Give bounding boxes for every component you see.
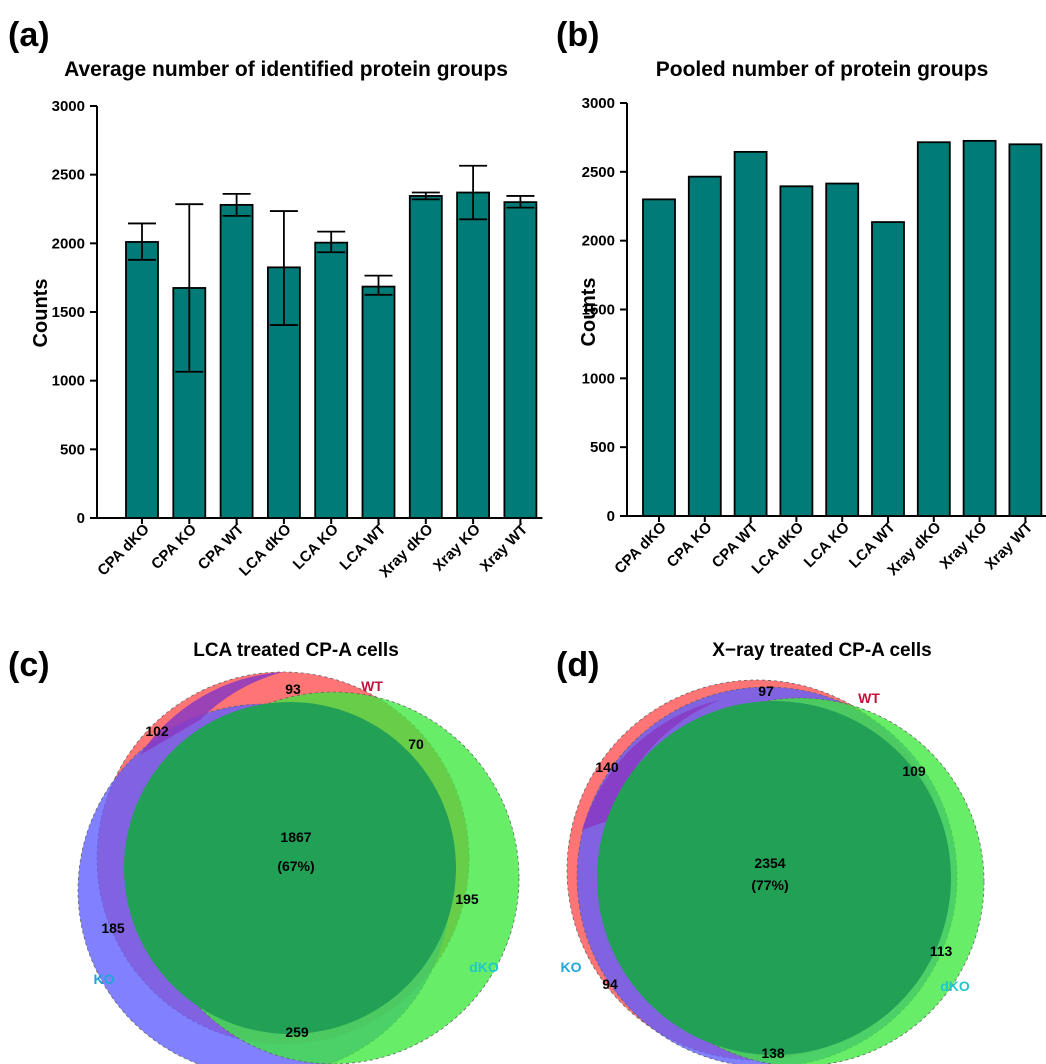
chart-b-title: Pooled number of protein groups — [656, 58, 989, 81]
chart-a-y-tick-label: 2000 — [52, 235, 85, 252]
chart-a-bar — [503, 201, 538, 519]
chart-b-y-axis-label: Counts — [578, 278, 600, 347]
chart-b-bar — [733, 150, 768, 517]
venn-c-wt-only: 93 — [285, 681, 301, 697]
venn-c-all-pct: (67%) — [277, 858, 314, 874]
chart-b-y-tick-label: 500 — [590, 439, 615, 456]
chart-a-y-tick-label: 0 — [77, 510, 85, 527]
venn-c-wt-label: WT — [361, 678, 383, 694]
chart-b-y-tick-label: 3000 — [582, 95, 615, 112]
chart-b-x-tick-label: LCA KO — [801, 519, 854, 572]
chart-b-bar — [1008, 143, 1043, 517]
chart-b-x-tick-label: CPA KO — [664, 519, 716, 571]
venn-c-dko-only: 195 — [455, 891, 479, 907]
chart-a-x-tick-label: Xray WT — [477, 521, 531, 575]
venn-d-ko-label: KO — [561, 959, 582, 975]
venn-c-ko-label: KO — [94, 971, 115, 987]
chart-a-x-tick-label: LCA dKO — [236, 521, 295, 580]
venn-d-dko-label: dKO — [940, 978, 970, 994]
chart-a-bar — [172, 287, 207, 519]
venn-d-wt-label: WT — [858, 690, 880, 706]
chart-b-bar — [825, 182, 860, 517]
chart-a: Average number of identified protein gro… — [30, 58, 543, 581]
venn-d-ko-dko: 138 — [761, 1045, 785, 1061]
chart-a-title: Average number of identified protein gro… — [64, 58, 508, 81]
venn-d-wt-dko: 109 — [902, 763, 926, 779]
chart-b-bar — [642, 198, 676, 517]
venn-c-title: LCA treated CP-A cells — [193, 640, 399, 661]
chart-b-bar — [779, 185, 814, 517]
chart-a-x-tick-label: CPA KO — [148, 521, 200, 573]
chart-b-y-tick-label: 1500 — [582, 302, 615, 319]
chart-b-bar — [687, 175, 722, 517]
chart-b-bar — [916, 141, 951, 517]
venn-c-all: 1867 — [280, 829, 311, 845]
chart-b-x-tick-label: Xray WT — [982, 519, 1036, 573]
venn-c-wt-ko: 102 — [145, 723, 169, 739]
venn-d-title: X−ray treated CP-A cells — [712, 640, 931, 661]
chart-b-y-tick-label: 2000 — [582, 233, 615, 250]
chart-a-y-tick-label: 1000 — [52, 373, 85, 390]
venn-d-wt-only: 97 — [758, 683, 774, 699]
chart-a-x-tick-label: LCA KO — [290, 521, 343, 574]
chart-b-y-tick-label: 2500 — [582, 164, 615, 181]
chart-a-bar — [456, 191, 491, 519]
chart-b-x-tick-label: Xray KO — [937, 519, 991, 573]
chart-b-y-tick-label: 1000 — [582, 370, 615, 387]
chart-b-bar — [871, 221, 905, 517]
venn-c-wt-dko: 70 — [408, 736, 424, 752]
chart-a-bar — [361, 285, 396, 519]
chart-a-bar — [219, 203, 254, 519]
venn-d: X−ray treated CP-A cells 97 140 109 2354… — [561, 640, 985, 1064]
chart-a-x-tick-label: Xray KO — [430, 521, 484, 575]
venn-d-ko-only: 94 — [602, 976, 618, 992]
venn-d-all: 2354 — [754, 855, 785, 871]
venn-c-ko-only: 185 — [101, 920, 125, 936]
chart-a-y-tick-label: 2500 — [52, 167, 85, 184]
venn-c: LCA treated CP-A cells 93 102 70 1867 (6… — [77, 640, 520, 1064]
panel-label-a: (a) — [8, 16, 50, 54]
chart-b-bar — [962, 139, 997, 517]
chart-a-y-tick-label: 1500 — [52, 304, 85, 321]
chart-b-x-tick-label: CPA dKO — [611, 519, 670, 578]
panel-label-c: (c) — [8, 646, 50, 684]
venn-c-dko-label: dKO — [469, 959, 499, 975]
chart-a-y-tick-label: 3000 — [52, 98, 85, 115]
chart-a-bar — [125, 241, 159, 519]
chart-a-y-tick-label: 500 — [60, 441, 85, 458]
chart-a-bar — [408, 195, 443, 519]
panel-label-d: (d) — [556, 646, 599, 684]
venn-d-all-overlap — [597, 701, 951, 1055]
chart-b-y-tick-label: 0 — [607, 508, 615, 525]
chart-a-y-axis-label: Counts — [30, 279, 52, 348]
venn-d-all-pct: (77%) — [751, 877, 788, 893]
chart-a-bar — [314, 241, 349, 519]
panel-label-b: (b) — [556, 16, 599, 54]
chart-b: Pooled number of protein groups Counts 0… — [578, 58, 1046, 579]
venn-c-ko-dko: 259 — [285, 1024, 309, 1040]
venn-d-wt-ko: 140 — [595, 759, 619, 775]
chart-a-x-tick-label: CPA dKO — [94, 521, 153, 580]
venn-c-all-overlap — [124, 702, 456, 1034]
venn-d-dko-only: 113 — [930, 943, 953, 959]
